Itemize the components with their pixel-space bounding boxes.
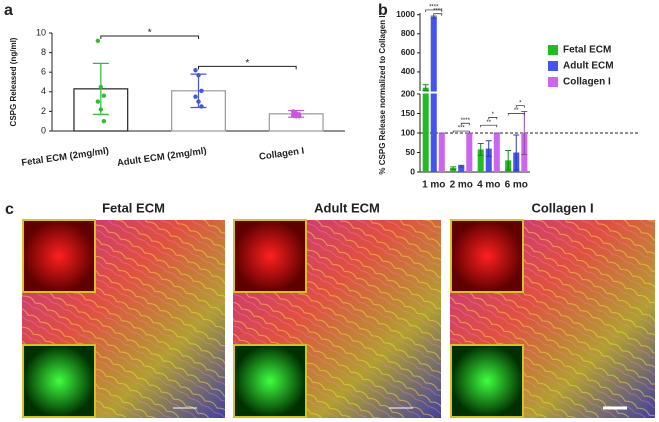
y-tick-label: 4 — [41, 86, 46, 96]
legend-label: Fetal ECM — [563, 45, 611, 56]
inset-green — [22, 344, 96, 418]
significance-label: * — [148, 28, 152, 39]
inset-red — [233, 219, 307, 293]
bar — [477, 149, 484, 172]
y-axis-label: CSPG Released (ng/ml) — [9, 37, 18, 126]
axis-break-gap — [421, 91, 430, 94]
significance-bracket — [480, 124, 498, 128]
error-bar — [430, 15, 437, 19]
error-bar — [505, 150, 512, 171]
y-tick-label: 800 — [401, 28, 415, 38]
inset-red — [22, 219, 96, 293]
significance-label: *** — [458, 126, 466, 132]
significance-bracket — [100, 35, 199, 39]
error-bar — [477, 143, 484, 156]
bar — [450, 168, 457, 172]
panel-title: Collagen I — [531, 200, 593, 215]
data-point — [199, 104, 204, 109]
bar — [493, 133, 500, 172]
bar — [430, 17, 437, 173]
y-tick-label: 150 — [401, 108, 415, 118]
panel-label: b — [378, 2, 388, 19]
error-bar — [521, 111, 528, 155]
significance-label: * — [245, 58, 249, 69]
y-tick-label: 100 — [401, 127, 415, 137]
error-bar — [513, 134, 520, 171]
error-bar — [458, 164, 465, 168]
inset-green — [450, 344, 524, 418]
x-tick-label: 1 mo — [422, 180, 445, 191]
y-tick-label: 50 — [406, 147, 416, 157]
y-tick-label: 10 — [36, 27, 46, 37]
data-point — [193, 68, 198, 73]
significance-label: **** — [429, 5, 439, 11]
bar — [438, 133, 445, 172]
significance-bracket — [452, 130, 470, 134]
data-point — [199, 88, 204, 94]
x-tick-label: 6 mo — [505, 180, 528, 191]
significance-bracket — [433, 13, 443, 16]
panel-title: Fetal ECM — [102, 200, 165, 215]
data-point — [95, 38, 101, 44]
significance-label: **** — [461, 118, 471, 124]
significance-bracket — [198, 65, 297, 70]
inset-red — [450, 219, 524, 293]
bar — [485, 148, 492, 172]
data-point — [95, 99, 101, 104]
data-point — [98, 107, 104, 112]
data-point — [101, 119, 107, 124]
legend-swatch — [548, 61, 558, 71]
error-bar — [422, 84, 429, 92]
significance-bracket — [460, 122, 470, 126]
bar — [458, 166, 465, 172]
x-tick-label: Adult ECM (2mg/ml) — [116, 146, 207, 169]
data-point — [98, 84, 104, 90]
data-point — [296, 114, 302, 119]
error-bar — [450, 166, 457, 170]
significance-label: ** — [486, 120, 491, 126]
significance-label: * — [492, 112, 495, 118]
y-tick-label: 0 — [410, 166, 415, 176]
panel-label: c — [5, 201, 14, 218]
significance-bracket — [425, 9, 443, 12]
significance-bracket — [488, 117, 498, 120]
significance-label: ** — [514, 108, 519, 114]
data-point — [196, 72, 201, 78]
legend-swatch — [548, 77, 558, 87]
significance-bracket — [507, 113, 525, 116]
y-tick-label: 0 — [41, 125, 46, 135]
axis-break-gap — [429, 91, 438, 94]
y-tick-label: 1000 — [396, 9, 415, 19]
error-bar — [485, 140, 492, 157]
bar — [422, 87, 429, 172]
y-tick-label: 6 — [41, 67, 46, 77]
y-axis-label: % CSPG Release normalized to Collagen I — [378, 15, 387, 174]
significance-label: **** — [433, 8, 443, 14]
legend-label: Collagen I — [563, 77, 611, 88]
x-tick-label: Collagen I — [258, 146, 304, 163]
data-point — [193, 94, 198, 99]
y-tick-label: 200 — [401, 88, 415, 98]
significance-bracket — [515, 105, 525, 108]
x-tick-label: Fetal ECM (2mg/ml) — [21, 146, 110, 169]
data-point — [101, 93, 107, 98]
significance-label: * — [519, 100, 522, 106]
y-tick-label: 2 — [41, 106, 46, 116]
panel-title: Adult ECM — [314, 200, 380, 215]
inset-green — [233, 344, 307, 418]
y-tick-label: 600 — [401, 47, 415, 57]
data-point — [196, 99, 201, 104]
bar — [466, 133, 473, 172]
panel-label: a — [4, 2, 13, 19]
y-tick-label: 400 — [401, 66, 415, 76]
legend-label: Adult ECM — [563, 61, 614, 72]
y-tick-label: 8 — [41, 47, 46, 57]
x-tick-label: 2 mo — [450, 180, 473, 191]
legend-swatch — [548, 45, 558, 55]
x-tick-label: 4 mo — [477, 180, 500, 191]
